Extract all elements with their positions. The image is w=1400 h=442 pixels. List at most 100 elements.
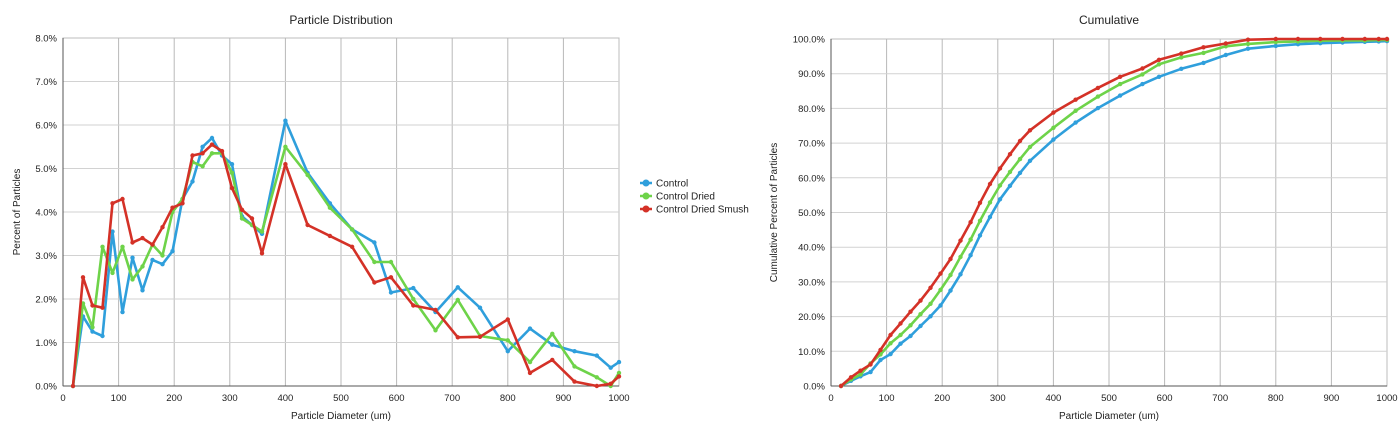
data-point bbox=[283, 118, 288, 123]
data-point bbox=[1117, 81, 1123, 87]
data-point bbox=[209, 135, 215, 141]
data-point bbox=[938, 303, 943, 308]
data-point bbox=[898, 341, 903, 346]
data-point bbox=[550, 331, 555, 336]
data-point bbox=[349, 227, 355, 232]
legend-marker bbox=[642, 179, 650, 187]
data-point bbox=[594, 375, 599, 380]
data-point bbox=[80, 275, 86, 280]
data-point bbox=[858, 372, 863, 377]
x-tick-label: 700 bbox=[1212, 393, 1228, 404]
data-point bbox=[908, 323, 913, 328]
data-point bbox=[411, 303, 416, 308]
data-point bbox=[1201, 60, 1206, 66]
data-point bbox=[455, 335, 460, 340]
data-point bbox=[100, 333, 105, 339]
data-point bbox=[888, 351, 893, 357]
particle-distribution-chart: 0 100 200 300 400 500 600 700 800 900 1000 0.0% 1.0%… bbox=[12, 13, 630, 422]
x-tick-label: 200 bbox=[166, 393, 182, 404]
legend-item: Control Dried Smush bbox=[640, 205, 749, 216]
data-point bbox=[572, 379, 577, 384]
data-point bbox=[1117, 74, 1123, 80]
data-point bbox=[229, 170, 235, 175]
data-point bbox=[1073, 97, 1078, 102]
x-tick-label: 700 bbox=[444, 393, 460, 404]
data-point bbox=[1223, 41, 1229, 46]
data-point bbox=[908, 309, 913, 314]
data-point bbox=[968, 253, 973, 258]
legend-marker bbox=[642, 205, 650, 213]
legend: Control Control Dried Control Dried Smush bbox=[640, 179, 749, 216]
x-tick-label: 0 bbox=[60, 393, 65, 404]
data-point bbox=[209, 142, 215, 147]
y-tick-label: 4.0% bbox=[35, 208, 57, 219]
y-tick-label: 50.0% bbox=[798, 208, 825, 219]
data-point bbox=[120, 244, 125, 249]
chart-title: Cumulative bbox=[1079, 13, 1139, 27]
data-point bbox=[219, 148, 225, 154]
y-tick-label: 2.0% bbox=[35, 295, 57, 306]
data-point bbox=[140, 264, 145, 269]
data-point bbox=[1007, 183, 1013, 188]
data-point bbox=[90, 329, 95, 334]
legend-label: Control bbox=[656, 179, 688, 190]
data-point bbox=[1273, 43, 1279, 49]
data-point bbox=[90, 325, 95, 330]
data-point bbox=[997, 166, 1003, 171]
data-point bbox=[616, 359, 622, 365]
legend-marker bbox=[642, 192, 650, 200]
data-point bbox=[477, 334, 483, 339]
data-point bbox=[190, 153, 195, 158]
data-point bbox=[455, 297, 460, 303]
data-point bbox=[150, 257, 155, 263]
y-tick-label: 0.0% bbox=[35, 382, 57, 393]
x-tick-label: 400 bbox=[1045, 393, 1061, 404]
data-point bbox=[987, 214, 993, 220]
data-point bbox=[1318, 36, 1323, 42]
data-point bbox=[327, 233, 333, 239]
data-point bbox=[372, 240, 377, 245]
data-point bbox=[100, 244, 105, 249]
data-point bbox=[140, 235, 145, 241]
y-tick-label: 7.0% bbox=[35, 77, 57, 88]
data-point bbox=[505, 338, 510, 343]
chart-title: Particle Distribution bbox=[289, 13, 392, 27]
data-point bbox=[90, 303, 95, 308]
data-point bbox=[1027, 158, 1033, 163]
data-point bbox=[130, 240, 135, 245]
data-point bbox=[1117, 93, 1123, 98]
data-point bbox=[527, 359, 533, 365]
data-point bbox=[1007, 169, 1013, 175]
series-control-dried-smush bbox=[838, 36, 1390, 389]
cumulative-chart: 0 100 200 300 400 500 600 700 800 900 1000 0.0% 10.0… bbox=[769, 13, 1398, 422]
data-point bbox=[928, 301, 933, 306]
data-point bbox=[1340, 36, 1345, 42]
data-point bbox=[958, 238, 963, 243]
data-point bbox=[1007, 152, 1013, 157]
legend-label: Control Dried bbox=[656, 192, 715, 203]
data-point bbox=[170, 249, 175, 254]
data-point bbox=[433, 328, 438, 333]
data-point bbox=[1027, 128, 1033, 133]
x-tick-label: 800 bbox=[1268, 393, 1284, 404]
data-point bbox=[958, 254, 963, 260]
data-point bbox=[372, 259, 377, 265]
legend-label: Control Dried Smush bbox=[656, 205, 749, 216]
data-point bbox=[938, 271, 943, 276]
x-tick-label: 500 bbox=[1101, 393, 1117, 404]
legend-item: Control Dried bbox=[640, 192, 715, 203]
data-point bbox=[918, 298, 923, 303]
data-point bbox=[388, 290, 394, 295]
y-tick-label: 40.0% bbox=[798, 243, 825, 254]
data-point bbox=[918, 312, 923, 317]
data-point bbox=[1245, 37, 1251, 42]
data-point bbox=[868, 362, 873, 367]
y-axis-label: Percent of Particles bbox=[12, 169, 23, 256]
data-point bbox=[120, 196, 125, 202]
data-point bbox=[327, 205, 333, 210]
data-point bbox=[411, 296, 416, 302]
data-point bbox=[180, 201, 185, 206]
data-point bbox=[305, 222, 310, 228]
y-tick-label: 10.0% bbox=[798, 347, 825, 358]
